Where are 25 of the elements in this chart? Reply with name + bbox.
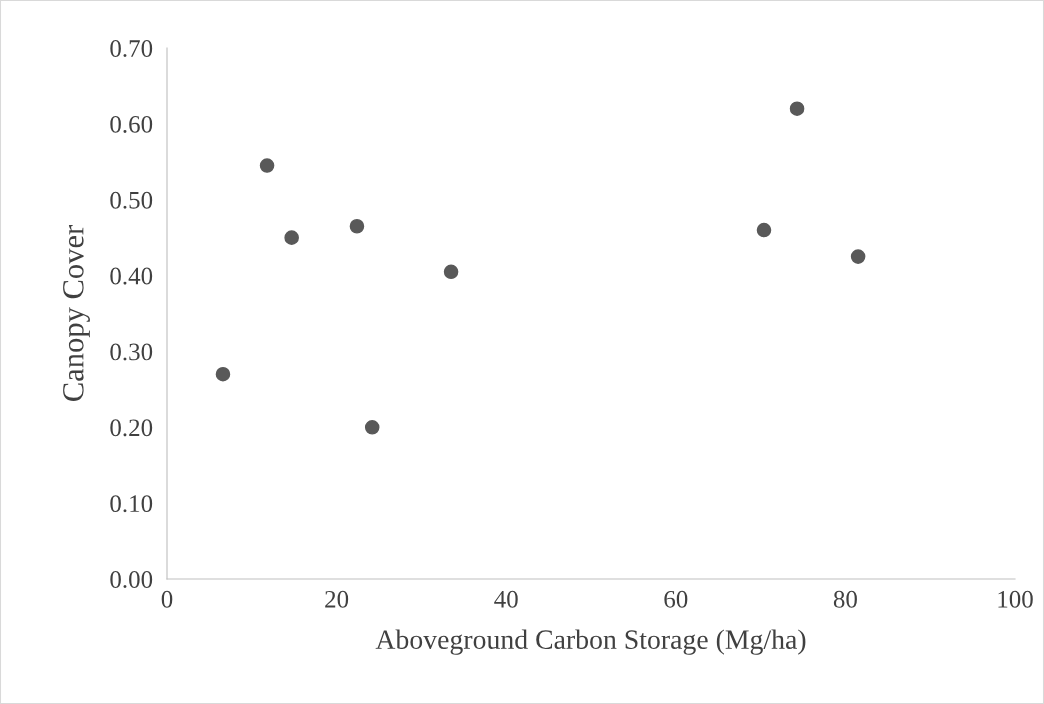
point bbox=[284, 230, 299, 245]
y-tick-label: 0.70 bbox=[110, 40, 153, 58]
y-tick-label: 0.50 bbox=[110, 191, 153, 209]
point bbox=[443, 264, 459, 280]
point bbox=[215, 366, 231, 382]
x-axis-title: Aboveground Carbon Storage (Mg/ha) bbox=[375, 629, 806, 655]
y-tick-label: 0.40 bbox=[110, 267, 153, 285]
y-tick-label: 0.10 bbox=[110, 495, 153, 513]
y-tick-label: 0.20 bbox=[110, 419, 153, 437]
x-tick-label: 60 bbox=[664, 590, 688, 608]
point bbox=[349, 218, 365, 234]
point bbox=[756, 222, 772, 238]
x-tick-label: 40 bbox=[494, 590, 518, 608]
y-tick-label: 0.00 bbox=[110, 571, 153, 589]
point bbox=[850, 249, 866, 264]
y-axis-title: Canopy Cover bbox=[63, 225, 90, 401]
y-tick-label: 0.60 bbox=[110, 115, 153, 133]
point bbox=[259, 158, 275, 173]
point bbox=[789, 101, 805, 116]
x-tick-label: 80 bbox=[833, 590, 857, 608]
x-tick-label: 0 bbox=[161, 590, 173, 608]
x-tick-label: 20 bbox=[325, 590, 349, 608]
x-tick-label: 100 bbox=[998, 590, 1033, 608]
y-tick-label: 0.30 bbox=[110, 343, 153, 361]
point bbox=[364, 420, 380, 435]
